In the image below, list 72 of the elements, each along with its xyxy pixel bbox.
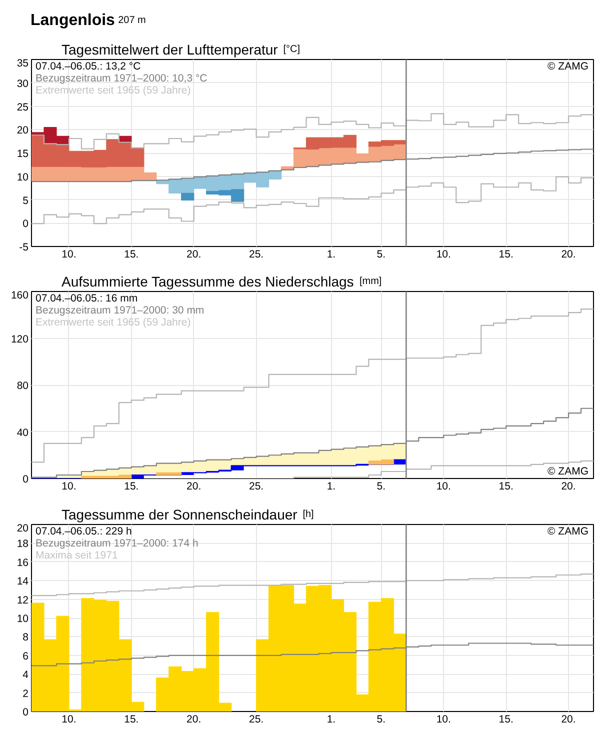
x-tick-label: 5. [376, 248, 386, 260]
y-tick-label: 20 [16, 522, 29, 534]
x-tick-label: 10. [62, 480, 76, 492]
y-axis-title: [h] [302, 509, 314, 520]
y-tick-label: 120 [10, 333, 29, 346]
x-tick-label: 10. [436, 248, 451, 260]
x-tick-label: 1. [326, 248, 336, 260]
x-tick-label: 1. [326, 714, 336, 726]
chart-title: Tagessumme der Sonnenscheindauer [62, 506, 298, 522]
x-tick-label: 20. [186, 248, 202, 260]
x-tick-label: 10. [62, 248, 76, 260]
x-tick-label: 20. [186, 480, 202, 492]
annotation: Bezugszeitraum 1971–2000: 30 mm [36, 304, 204, 316]
y-tick-label: 6 [22, 650, 29, 662]
y-tick-label: 80 [16, 380, 29, 392]
y-tick-label: 14 [16, 576, 29, 588]
annotation: Maxima seit 1971 [36, 550, 118, 562]
annotation: Extremwerte seit 1965 (59 Jahre) [36, 84, 191, 96]
x-tick-label: 15. [498, 480, 514, 492]
x-tick-label: 5. [376, 714, 386, 726]
y-tick-label: 10 [16, 171, 29, 184]
y-tick-label: 4 [22, 669, 29, 682]
annotation: © ZAMG [548, 60, 589, 72]
y-tick-label: 18 [16, 538, 29, 550]
annotation: 07.04.–06.05.: 229 h [36, 526, 132, 538]
x-tick-label: 10. [62, 714, 76, 726]
y-tick-label: 25 [16, 101, 29, 114]
x-tick-label: 20. [561, 714, 576, 726]
y-tick-label: 16 [16, 556, 29, 569]
chart-title: Aufsummierte Tagessumme des Niederschlags [62, 274, 354, 290]
annotation: © ZAMG [548, 526, 589, 538]
y-tick-label: 0 [22, 218, 29, 230]
annotation: 07.04.–06.05.: 16 mm [36, 292, 138, 304]
text: 207 m [118, 15, 146, 26]
x-tick-label: 25. [249, 248, 264, 260]
y-tick-label: 12 [16, 594, 29, 606]
x-tick-label: 1. [326, 480, 336, 492]
y-tick-label: 15 [16, 148, 29, 160]
x-tick-label: 25. [249, 480, 264, 492]
x-tick-label: 15. [498, 248, 514, 260]
annotation: Bezugszeitraum 1971–2000: 10,3 °C [36, 72, 208, 84]
x-tick-label: 25. [249, 714, 264, 726]
y-tick-label: 20 [16, 124, 29, 137]
x-tick-label: 20. [561, 480, 576, 492]
x-tick-label: 5. [376, 480, 386, 492]
y-tick-label: 2 [22, 688, 29, 700]
text: Langenlois [30, 12, 116, 29]
x-tick-label: 15. [124, 480, 139, 492]
annotation: © ZAMG [548, 466, 589, 478]
x-tick-label: 15. [498, 714, 514, 726]
y-tick-label: -5 [19, 242, 29, 254]
x-tick-label: 10. [436, 714, 451, 726]
x-tick-label: 15. [124, 248, 139, 260]
y-tick-label: 5 [22, 194, 29, 207]
y-axis-title: [°C] [283, 44, 300, 55]
chart-title: Tagesmittelwert der Lufttemperatur [62, 42, 278, 58]
y-tick-label: 35 [16, 58, 29, 70]
y-tick-label: 0 [22, 706, 29, 718]
x-tick-label: 15. [124, 714, 139, 726]
annotation: Extremwerte seit 1965 (59 Jahre) [36, 316, 191, 328]
y-tick-label: 8 [22, 632, 29, 644]
y-axis-title: [mm] [359, 276, 382, 287]
y-tick-label: 40 [16, 426, 29, 439]
annotation: Bezugszeitraum 1971–2000: 174 h [36, 538, 199, 550]
annotation: 07.04.–06.05.: 13,2 °C [36, 60, 142, 72]
y-tick-label: 0 [22, 474, 29, 486]
y-tick-label: 10 [16, 613, 29, 625]
x-tick-label: 20. [561, 248, 576, 260]
y-tick-label: 30 [16, 78, 29, 90]
x-tick-label: 20. [186, 714, 202, 726]
y-tick-label: 160 [10, 290, 29, 302]
x-tick-label: 10. [436, 480, 451, 492]
